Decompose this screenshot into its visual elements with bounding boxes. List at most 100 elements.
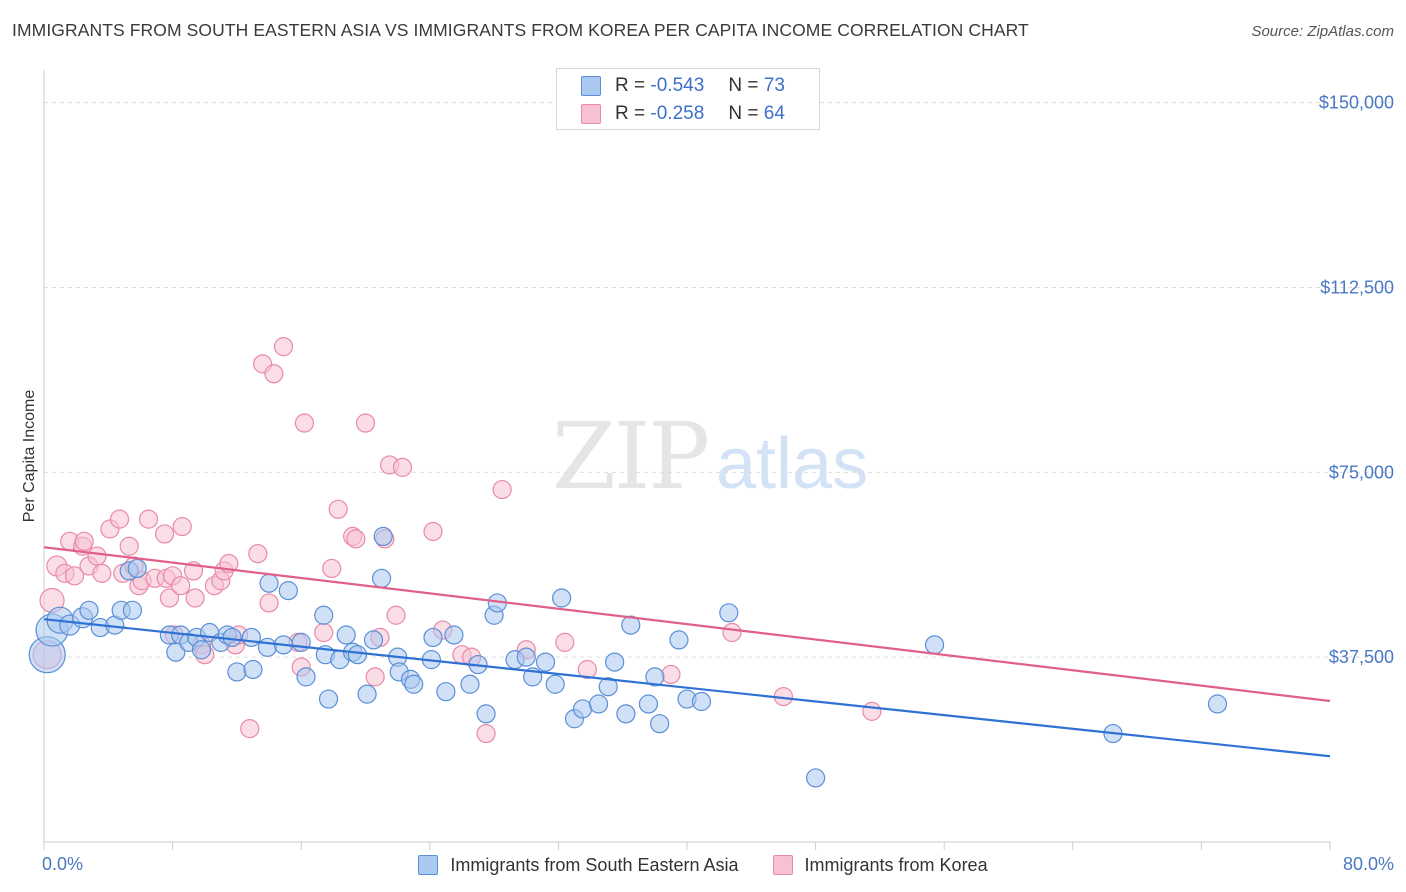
korea-point [423,521,443,542]
sea-point [535,652,556,672]
legend-swatch-korea [772,855,793,875]
korea-point [264,364,284,384]
y-tick-label: $150,000 [1319,93,1394,113]
legend-item-korea: Immigrants from Korea [772,852,988,878]
sea-point [516,647,536,667]
sea-point [404,674,424,694]
korea-point [722,622,742,643]
korea-point [346,529,366,549]
legend-label-sea: Immigrants from South Eastern Asia [450,854,739,875]
korea-point [492,479,512,500]
sea-point [357,684,377,704]
korea-point [661,664,681,685]
sea-point [669,630,689,650]
sea-point [572,699,593,719]
series-legend: Immigrants from South Eastern Asia Immig… [0,852,1406,878]
korea-point [74,531,94,551]
korea-point [314,622,334,643]
sea-point [127,558,147,579]
sea-trend-line [43,618,1331,758]
y-axis-title: Per Capita Income [21,390,38,523]
korea-point [248,544,268,564]
sea-point [616,704,636,724]
korea-point [119,536,139,556]
sea-point [719,603,739,623]
sea-point [363,630,384,650]
sea-point [336,625,356,645]
legend-n-label: N = [728,103,759,124]
sea-point [444,625,464,645]
watermark-atlas: atlas [716,424,868,504]
legend-r-label: R = [615,75,646,96]
watermark: ZIP atlas [552,403,868,510]
korea-point [172,516,192,537]
correlation-legend: R = -0.543 N = 73 R = -0.258 N = 64 [556,68,820,130]
korea-point [259,593,279,613]
x-tick-label-max: 80.0% [1343,854,1394,874]
korea-point [64,566,85,586]
sea-point [805,768,826,788]
korea-point [322,558,342,579]
trend-lines [43,546,1331,758]
sea-point [423,627,443,648]
source-label: Source: ZipAtlas.com [1251,23,1394,40]
korea-point [154,524,175,544]
korea-point [392,457,413,477]
sea-point [257,637,278,657]
sea-point [691,691,712,712]
sea-point [259,573,279,593]
korea-point [577,659,597,680]
sea-point [318,689,339,709]
sea-point [278,581,298,601]
sea-point [436,682,456,702]
korea-point [240,719,260,739]
legend-label-korea: Immigrants from Korea [804,854,988,875]
korea-point [386,605,406,625]
legend-row-sea: R = -0.543 N = 73 [581,73,785,99]
chart-title: IMMIGRANTS FROM SOUTH EASTERN ASIA VS IM… [12,20,1029,40]
korea-point [294,413,315,433]
sea-point [296,667,316,687]
sea-point [191,640,212,660]
legend-row-korea: R = -0.258 N = 64 [581,101,785,127]
legend-swatch-sea [418,855,439,875]
sea-point [243,659,263,680]
x-tick-label-min: 0.0% [42,854,83,874]
y-tick-label: $37,500 [1329,647,1394,667]
sea-point [645,667,665,687]
sea-point [605,652,625,672]
sea-point [122,600,143,620]
korea-point [328,499,348,519]
sea-point [650,714,670,734]
korea-point [185,588,205,608]
legend-r-value-korea: -0.258 [650,103,705,124]
korea-point [862,701,882,721]
korea-point [159,588,179,608]
y-tick-labels: $37,500 $75,000 $112,500 $150,000 [1319,93,1394,668]
korea-point [171,576,191,596]
sea-point [460,674,480,694]
gridlines [44,102,1392,658]
sea-point [79,600,99,620]
legend-n-label: N = [728,75,759,96]
sea-point [314,605,334,625]
sea-point [1207,694,1228,714]
sea-point [371,568,392,588]
korea-point [476,723,496,744]
legend-n-value-sea: 73 [763,75,785,96]
sea-point [241,627,261,648]
sea-point [598,677,618,697]
korea-point [87,546,107,566]
y-tick-label: $112,500 [1320,277,1394,297]
korea-point [355,413,376,433]
y-tick-label: $75,000 [1329,462,1394,482]
series-korea-points [32,337,882,744]
sea-point [227,662,247,682]
korea-point [555,632,575,652]
korea-trend-line [43,546,1331,703]
sea-point [373,526,393,547]
sea-point [588,694,609,714]
legend-r-label: R = [615,103,646,124]
sea-point [476,704,496,724]
